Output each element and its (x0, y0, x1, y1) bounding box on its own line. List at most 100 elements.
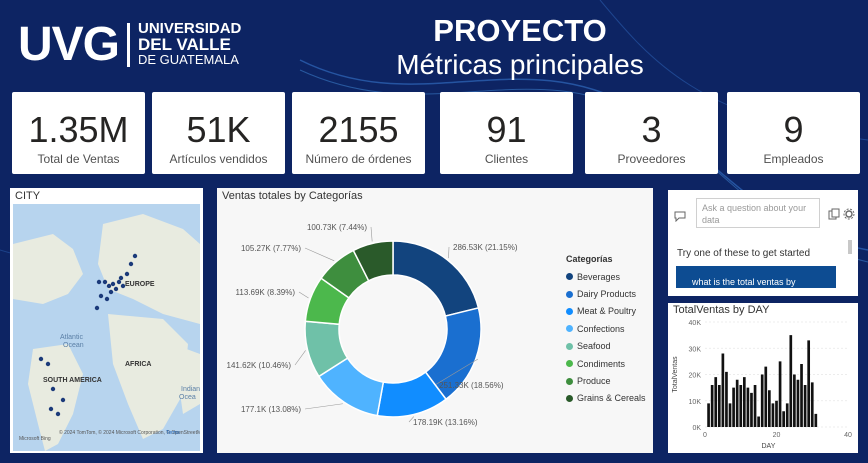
leader-line (304, 403, 343, 410)
kpi-value: 51K (186, 109, 251, 150)
legend-item[interactable]: Confections (566, 320, 646, 337)
bar[interactable] (739, 385, 743, 427)
kpi-card-empleados[interactable]: 9 Empleados (727, 92, 860, 174)
world-map[interactable]: EUROPE AFRICA SOUTH AMERICA Atlantic Oce… (13, 204, 200, 451)
kpi-card-clientes[interactable]: 91 Clientes (440, 92, 573, 174)
x-tick-label: 40 (844, 432, 852, 439)
donut-data-label: 177.1K (13.08%) (241, 405, 301, 414)
kpi-card-proveedores[interactable]: 3 Proveedores (585, 92, 718, 174)
leader-line (294, 350, 306, 366)
donut-data-label: 113.69K (8.39%) (236, 288, 296, 297)
bar[interactable] (710, 385, 714, 427)
bar-chart[interactable]: 0K 10K 20K 30K 40K 0 20 40 DAY TotalVentas (668, 303, 858, 453)
gear-icon[interactable] (843, 208, 855, 220)
title-sub: Métricas principales (396, 49, 644, 80)
kpi-card-ventas[interactable]: 1.35M Total de Ventas (12, 92, 145, 174)
bar-title: TotalVentas by DAY (673, 304, 770, 316)
kpi-label: Número de órdenes (305, 152, 412, 166)
legend-swatch (566, 290, 573, 298)
legend-label: Meat & Poultry (577, 306, 637, 317)
legend-item[interactable]: Produce (566, 372, 646, 389)
bar[interactable] (800, 364, 803, 427)
label-africa: AFRICA (125, 361, 151, 368)
bar[interactable] (810, 382, 814, 427)
bar[interactable] (750, 392, 753, 427)
donut-panel[interactable]: Ventas totales by Categorías (217, 188, 653, 453)
bar[interactable] (768, 390, 771, 427)
label-europe: EUROPE (125, 281, 155, 288)
bar[interactable] (707, 403, 710, 427)
bar[interactable] (775, 400, 778, 427)
bar[interactable] (728, 403, 732, 427)
logo-text: UNIVERSIDAD DEL VALLE DE GUATEMALA (138, 20, 242, 67)
africa-land (108, 314, 188, 439)
bar[interactable] (807, 340, 811, 427)
legend-label: Condiments (577, 358, 626, 369)
bar[interactable] (771, 403, 775, 427)
bar[interactable] (764, 366, 768, 427)
leader-line (434, 358, 478, 386)
bar[interactable] (732, 387, 735, 427)
label-indian: Indian (181, 386, 200, 393)
legend-item[interactable]: Meat & Poultry (566, 303, 646, 320)
legend-swatch (566, 394, 573, 402)
map-panel[interactable]: CITY EUROPE AFRICA SOUTH AMERICA Atlanti… (10, 188, 203, 453)
bar[interactable] (735, 379, 739, 427)
donut-data-label: 141.62K (10.46%) (227, 361, 292, 370)
bar[interactable] (814, 413, 818, 427)
bar[interactable] (714, 377, 718, 427)
title-main: PROYECTO (433, 13, 607, 48)
qa-try-text: Try one of these to get started (677, 248, 811, 259)
bar[interactable] (789, 335, 793, 427)
donut-data-label: 286.53K (21.15%) (453, 243, 518, 252)
legend-item[interactable]: Beverages (566, 268, 646, 285)
bar[interactable] (757, 416, 760, 428)
qa-suggestion-button[interactable]: what is the total ventas by (676, 266, 836, 288)
donut-slice-7[interactable] (352, 240, 394, 282)
label-ocean: Ocean (63, 342, 84, 349)
donut-data-label: 100.73K (7.44%) (307, 223, 367, 232)
legend-swatch (566, 307, 573, 315)
bar[interactable] (721, 353, 725, 428)
kpi-label: Total de Ventas (37, 152, 120, 166)
bar[interactable] (803, 385, 807, 427)
kpi-card-ordenes[interactable]: 2155 Número de órdenes (292, 92, 425, 174)
bar[interactable] (778, 361, 782, 427)
legend-item[interactable]: Grains & Cereals (566, 390, 646, 407)
x-tick-label: 0 (703, 432, 707, 439)
bar[interactable] (796, 379, 800, 427)
bar[interactable] (742, 377, 746, 427)
y-tick-label: 40K (689, 320, 702, 327)
page-title: PROYECTO Métricas principales (380, 12, 660, 80)
legend-item[interactable]: Condiments (566, 355, 646, 372)
terms-link[interactable]: Terms (166, 430, 180, 436)
copy-icon[interactable] (828, 208, 840, 220)
x-axis-label: DAY (762, 443, 776, 450)
kpi-label: Clientes (484, 152, 529, 166)
bar[interactable] (717, 385, 721, 427)
legend-item[interactable]: Seafood (566, 338, 646, 355)
bar[interactable] (782, 411, 785, 427)
bar[interactable] (725, 371, 728, 427)
donut-data-label: 105.27K (7.77%) (241, 244, 301, 253)
logo-line1: UNIVERSIDAD (138, 20, 242, 37)
donut-chart[interactable]: 286.53K (21.15%) 251.33K (18.56%) 178.19K … (217, 188, 653, 453)
kpi-card-articulos[interactable]: 51K Artículos vendidos (152, 92, 285, 174)
donut-slice-0[interactable] (392, 240, 480, 317)
donut-data-label: 251.33K (18.56%) (439, 381, 504, 390)
x-tick-label: 20 (773, 432, 781, 439)
leader-line (370, 226, 373, 242)
bar[interactable] (785, 403, 789, 427)
map-attribution: © 2024 TomTom, © 2024 Microsoft Corporat… (59, 429, 200, 436)
europe-land (98, 214, 200, 324)
qa-scrollbar[interactable] (848, 240, 852, 254)
y-tick-label: 30K (689, 346, 702, 353)
bar[interactable] (760, 374, 764, 428)
bar[interactable] (746, 387, 750, 427)
bar[interactable] (793, 374, 796, 428)
qa-panel[interactable]: Ask a question about your data Try one o… (668, 190, 858, 296)
bar[interactable] (753, 385, 757, 427)
qa-input[interactable]: Ask a question about your data (696, 198, 820, 228)
legend-swatch (566, 342, 573, 350)
legend-item[interactable]: Dairy Products (566, 285, 646, 302)
